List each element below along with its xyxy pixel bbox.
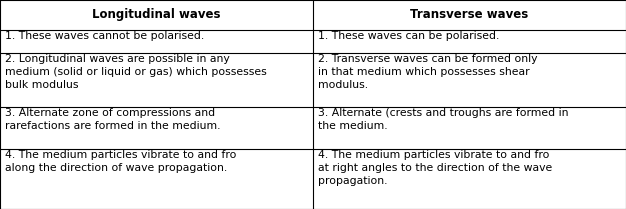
Text: 3. Alternate zone of compressions and
rarefactions are formed in the medium.: 3. Alternate zone of compressions and ra… xyxy=(5,108,220,131)
Text: 4. The medium particles vibrate to and fro
along the direction of wave propagati: 4. The medium particles vibrate to and f… xyxy=(5,150,237,173)
Text: 2. Transverse waves can be formed only
in that medium which possesses shear
modu: 2. Transverse waves can be formed only i… xyxy=(318,54,538,90)
Text: 4. The medium particles vibrate to and fro
at right angles to the direction of t: 4. The medium particles vibrate to and f… xyxy=(318,150,552,186)
Text: Transverse waves: Transverse waves xyxy=(411,8,528,21)
Text: 1. These waves cannot be polarised.: 1. These waves cannot be polarised. xyxy=(5,31,204,41)
Text: 3. Alternate (crests and troughs are formed in
the medium.: 3. Alternate (crests and troughs are for… xyxy=(318,108,568,131)
Text: Longitudinal waves: Longitudinal waves xyxy=(92,8,221,21)
Text: 1. These waves can be polarised.: 1. These waves can be polarised. xyxy=(318,31,500,41)
Text: 2. Longitudinal waves are possible in any
medium (solid or liquid or gas) which : 2. Longitudinal waves are possible in an… xyxy=(5,54,267,90)
